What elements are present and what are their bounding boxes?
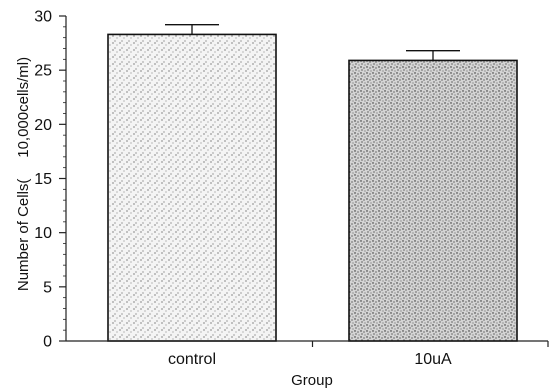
bar-control (107, 33, 277, 342)
x-tick-label: control (168, 351, 216, 368)
plot-area (107, 24, 518, 342)
y-axis-title: Number of Cells( 10,000cells/ml) (15, 57, 32, 291)
y-tick-label: 15 (34, 171, 52, 188)
y-axis-ticks: 0 5 10 15 20 25 30 (34, 9, 66, 351)
y-tick-label: 10 (34, 225, 52, 242)
x-axis-title: Group (291, 372, 333, 389)
y-tick-label: 20 (34, 117, 52, 134)
y-tick-label: 0 (43, 334, 52, 351)
y-tick-label: 25 (34, 63, 52, 80)
x-axis-ticks: control 10uA (168, 341, 549, 368)
bar-10uA (348, 59, 518, 342)
y-tick-label: 30 (34, 9, 52, 26)
x-tick-label: 10uA (414, 351, 452, 368)
y-tick-label: 5 (43, 279, 52, 296)
